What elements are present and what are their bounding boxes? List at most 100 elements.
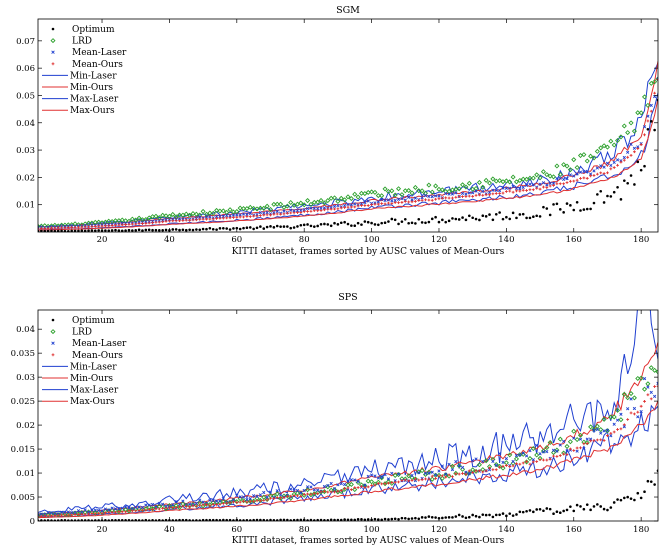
data-point (447, 462, 451, 466)
legend-item-lrd: LRD (50, 328, 92, 338)
data-point (596, 193, 599, 196)
x-tick-label: 120 (431, 525, 447, 535)
data-point (621, 123, 627, 129)
data-point (333, 207, 336, 211)
data-point (316, 488, 320, 492)
data-point (551, 174, 557, 180)
data-point (259, 518, 262, 521)
data-point (604, 428, 610, 434)
data-point (299, 223, 303, 227)
data-point (301, 202, 307, 208)
data-point (602, 439, 606, 442)
data-point (636, 491, 640, 495)
data-point (370, 203, 373, 207)
data-point (545, 183, 549, 187)
legend-label: Mean-Laser (72, 48, 127, 58)
data-point (575, 449, 579, 453)
data-point (562, 211, 565, 214)
data-point (201, 227, 205, 231)
data-point (296, 518, 299, 521)
data-point (218, 502, 222, 506)
data-point (524, 454, 529, 458)
data-point (393, 479, 397, 483)
data-point (305, 487, 311, 493)
data-point (325, 198, 331, 204)
data-point (242, 519, 245, 521)
data-point (264, 203, 270, 209)
data-point (393, 517, 397, 521)
data-point (413, 199, 417, 203)
data-point (636, 147, 640, 150)
data-point (507, 179, 513, 185)
data-point (141, 222, 144, 225)
data-point (43, 514, 47, 518)
data-point (100, 509, 104, 513)
data-point (167, 504, 172, 509)
data-point (420, 198, 424, 202)
data-point (211, 518, 215, 521)
data-point (158, 518, 161, 521)
data-point (605, 428, 610, 432)
data-point (440, 474, 444, 478)
data-point (437, 469, 441, 473)
data-point (257, 205, 263, 211)
data-point (353, 202, 357, 206)
data-point (494, 188, 498, 193)
data-point (107, 508, 111, 512)
data-point (379, 475, 385, 481)
data-point (446, 473, 452, 479)
data-point (221, 502, 225, 505)
data-point (410, 517, 414, 520)
data-point (103, 224, 107, 228)
legend-label: Max-Ours (70, 397, 115, 407)
data-point (393, 480, 397, 484)
data-point (646, 385, 650, 389)
data-point (564, 163, 570, 169)
data-point (332, 487, 337, 491)
data-point (612, 160, 616, 165)
data-point (224, 209, 230, 215)
data-point (285, 495, 289, 498)
data-point (433, 473, 438, 477)
data-point (39, 512, 43, 516)
data-point (602, 507, 606, 511)
data-point (274, 491, 280, 497)
data-point (124, 223, 128, 227)
data-point (306, 223, 309, 226)
data-point (585, 169, 589, 173)
data-point (527, 175, 533, 181)
data-point (437, 220, 441, 224)
data-point (491, 188, 495, 192)
data-point (268, 490, 273, 494)
data-point (238, 215, 242, 219)
data-point (225, 227, 228, 230)
data-point (571, 157, 577, 163)
data-point (474, 193, 478, 197)
data-point (649, 103, 653, 108)
data-point (447, 473, 451, 477)
data-point (141, 519, 144, 521)
data-point (326, 207, 330, 211)
data-point (103, 507, 108, 511)
data-point (156, 215, 162, 221)
data-point (622, 158, 626, 162)
data-point (525, 509, 528, 513)
data-point (623, 179, 626, 182)
data-point (565, 177, 569, 181)
data-point (596, 503, 599, 506)
data-point (342, 197, 348, 203)
data-point (558, 454, 562, 457)
data-point (333, 221, 336, 225)
data-point (456, 186, 462, 192)
data-point (521, 188, 525, 192)
data-point (588, 424, 594, 430)
data-point (119, 217, 125, 223)
data-point (403, 516, 407, 520)
data-point (426, 182, 432, 188)
data-point (407, 200, 411, 204)
data-point (498, 192, 502, 195)
data-point (545, 207, 549, 210)
data-point (282, 209, 286, 213)
data-point (412, 184, 418, 190)
data-point (231, 498, 236, 502)
